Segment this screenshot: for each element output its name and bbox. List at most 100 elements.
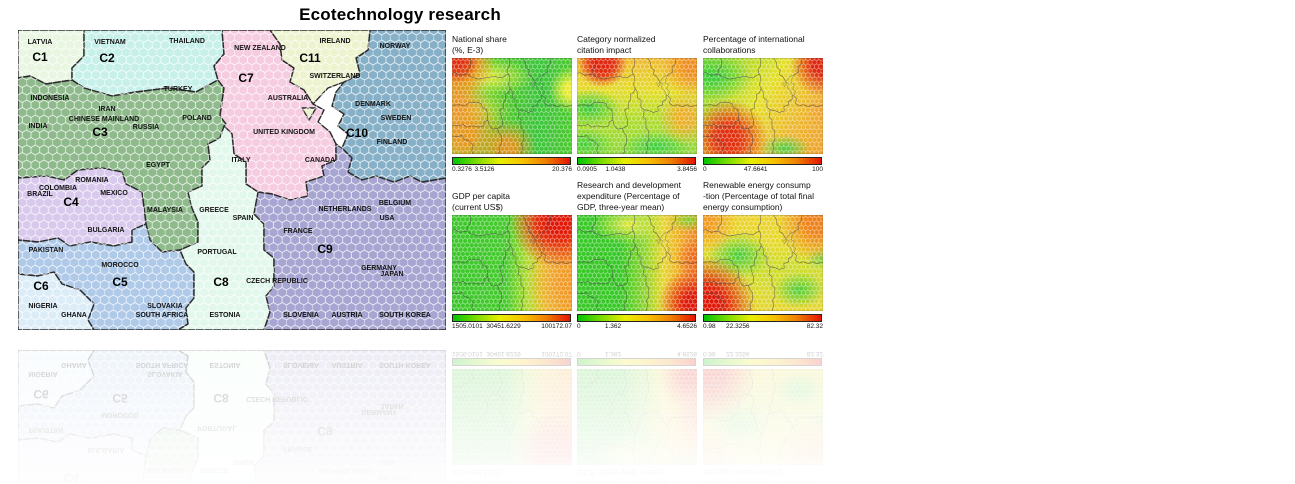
country-label-turkey: TURKEY <box>164 86 193 93</box>
panel-title-line: (%, E-3) <box>452 45 484 55</box>
country-label-switzerland: SWITZERLAND <box>310 73 361 80</box>
country-label-new-zealand: NEW ZEALAND <box>234 45 286 52</box>
panel-title: Category normalized citation impact <box>577 31 699 58</box>
country-label-slovenia: SLOVENIA <box>283 312 319 319</box>
heatmap-renewable-energy <box>703 215 823 311</box>
country-label-south-africa: SOUTH AFRICA <box>136 312 189 319</box>
colorbar-labels: 1505.0101 30451.6229 100172.07 <box>452 323 572 332</box>
colorbar <box>703 157 822 165</box>
cluster-label-c1: C1 <box>32 50 48 64</box>
panel-international-collaborations: Percentage of international collaboratio… <box>703 31 825 175</box>
country-label-portugal: PORTUGAL <box>197 249 237 256</box>
country-label-italy: ITALY <box>231 157 250 164</box>
country-label-pakistan: PAKISTAN <box>29 247 64 254</box>
panel-title: Percentage of international collaboratio… <box>703 31 825 58</box>
colorbar-max-label: 3.8456 <box>677 166 697 173</box>
heatmap-rd-expenditure <box>577 215 697 311</box>
country-label-austria: AUSTRIA <box>331 312 362 319</box>
panel-title-line: expenditure (Percentage of <box>577 191 680 201</box>
country-label-united-kingdom: UNITED KINGDOM <box>253 129 315 136</box>
colorbar-mid-label: 1.0438 <box>605 166 626 173</box>
heatmap-citation-impact <box>577 58 697 154</box>
country-label-germany: GERMANY <box>361 265 397 272</box>
country-label-czech-republic: CZECH REPUBLIC <box>246 278 308 285</box>
country-label-bulgaria: BULGARIA <box>88 227 125 234</box>
cluster-label-c3: C3 <box>92 125 108 139</box>
cluster-label-c11: C11 <box>299 51 321 65</box>
country-label-morocco: MOROCCO <box>101 262 139 269</box>
colorbar-max-label: 20.376 <box>552 166 572 173</box>
cluster-label-c7: C7 <box>238 71 254 85</box>
country-label-japan: JAPAN <box>380 271 403 278</box>
country-label-india: INDIA <box>28 123 47 130</box>
country-label-russia: RUSSIA <box>133 124 159 131</box>
country-label-ireland: IRELAND <box>319 38 350 45</box>
panel-citation-impact: Category normalized citation impact 0.09… <box>577 31 699 175</box>
country-label-vietnam: VIETNAM <box>94 39 126 46</box>
panel-title-line: Research and development <box>577 180 681 190</box>
country-label-belgium: BELGIUM <box>379 200 411 207</box>
panel-title-line: GDP per capita <box>452 191 510 201</box>
panel-title: Research and development expenditure (Pe… <box>577 177 699 215</box>
country-label-finland: FINLAND <box>377 139 408 146</box>
country-label-nigeria: NIGERIA <box>28 303 57 310</box>
colorbar-mid-label: 30451.6229 <box>486 323 521 330</box>
colorbar-mid-label: 47.6641 <box>744 166 768 173</box>
colorbar-min-label: 0.98 <box>703 323 716 330</box>
colorbar-max-label: 100172.07 <box>541 323 572 330</box>
country-label-australia: AUSTRALIA <box>268 95 308 102</box>
panel-renewable-energy: Renewable energy consump -tion (Percenta… <box>703 177 825 332</box>
cluster-label-c6: C6 <box>33 279 49 293</box>
som-cluster-borders-overlay <box>452 58 572 154</box>
country-label-malaysia: MALAYSIA <box>147 207 183 214</box>
cluster-label-c8: C8 <box>213 275 229 289</box>
cluster-label-c5: C5 <box>112 275 128 289</box>
panel-title: Renewable energy consump -tion (Percenta… <box>703 177 825 215</box>
som-cluster-borders-overlay <box>703 215 823 311</box>
colorbar <box>577 314 696 322</box>
panel-gdp-per-capita: GDP per capita (current US$) 1505.0101 3… <box>452 177 574 332</box>
som-cluster-borders-overlay <box>577 215 697 311</box>
figure-title: Ecotechnology research <box>299 5 501 24</box>
panel-title-line: collaborations <box>703 45 756 55</box>
colorbar-labels: 0 47.6641 100 <box>703 166 823 175</box>
panel-title: GDP per capita (current US$) <box>452 177 574 215</box>
country-label-poland: POLAND <box>182 115 212 122</box>
panel-national-share: National share (%, E-3) 0.3276 3.5126 20… <box>452 31 574 175</box>
cluster-label-c2: C2 <box>99 51 115 65</box>
panel-title-line: Category normalized <box>577 34 656 44</box>
colorbar-min-label: 0.3276 <box>452 166 472 173</box>
country-label-brazil: BRAZIL <box>27 191 53 198</box>
colorbar-labels: 0.98 22.3256 82.32 <box>703 323 823 332</box>
panel-title-line: -tion (Percentage of total final <box>703 191 815 201</box>
country-label-indonesia: INDONESIA <box>31 95 70 102</box>
country-label-estonia: ESTONIA <box>210 312 241 319</box>
colorbar <box>452 314 571 322</box>
country-label-mexico: MEXICO <box>100 190 128 197</box>
cluster-label-c4: C4 <box>63 195 79 209</box>
panel-title-line: (current US$) <box>452 202 504 212</box>
colorbar-min-label: 0 <box>703 166 707 173</box>
colorbar-mid-label: 3.5126 <box>474 166 495 173</box>
colorbar-max-label: 4.6526 <box>677 323 697 330</box>
panel-rd-expenditure: Research and development expenditure (Pe… <box>577 177 699 332</box>
country-label-latvia: LATVIA <box>28 39 53 46</box>
country-label-france: FRANCE <box>283 228 312 235</box>
heatmap-national-share <box>452 58 572 154</box>
colorbar-mid-label: 1.362 <box>604 323 622 330</box>
som-cluster-borders-overlay <box>452 215 572 311</box>
colorbar <box>452 157 571 165</box>
country-label-south-korea: SOUTH KOREA <box>379 312 431 319</box>
colorbar <box>577 157 696 165</box>
colorbar-max-label: 100 <box>812 166 823 173</box>
country-label-spain: SPAIN <box>233 215 254 222</box>
country-label-norway: NORWAY <box>380 43 411 50</box>
som-cluster-borders-overlay <box>703 58 823 154</box>
som-map: LATVIA VIETNAM THAILAND NEW ZEALAND IRELAND N… <box>18 30 446 330</box>
cluster-label-c10: C10 <box>346 126 368 140</box>
heatmap-gdp-per-capita <box>452 215 572 311</box>
country-label-greece: GREECE <box>199 207 229 214</box>
panel-title-line: Renewable energy consump <box>703 180 811 190</box>
figure: Ecotechnology research <box>0 0 860 338</box>
colorbar-labels: 0.3276 3.5126 20.376 <box>452 166 572 175</box>
